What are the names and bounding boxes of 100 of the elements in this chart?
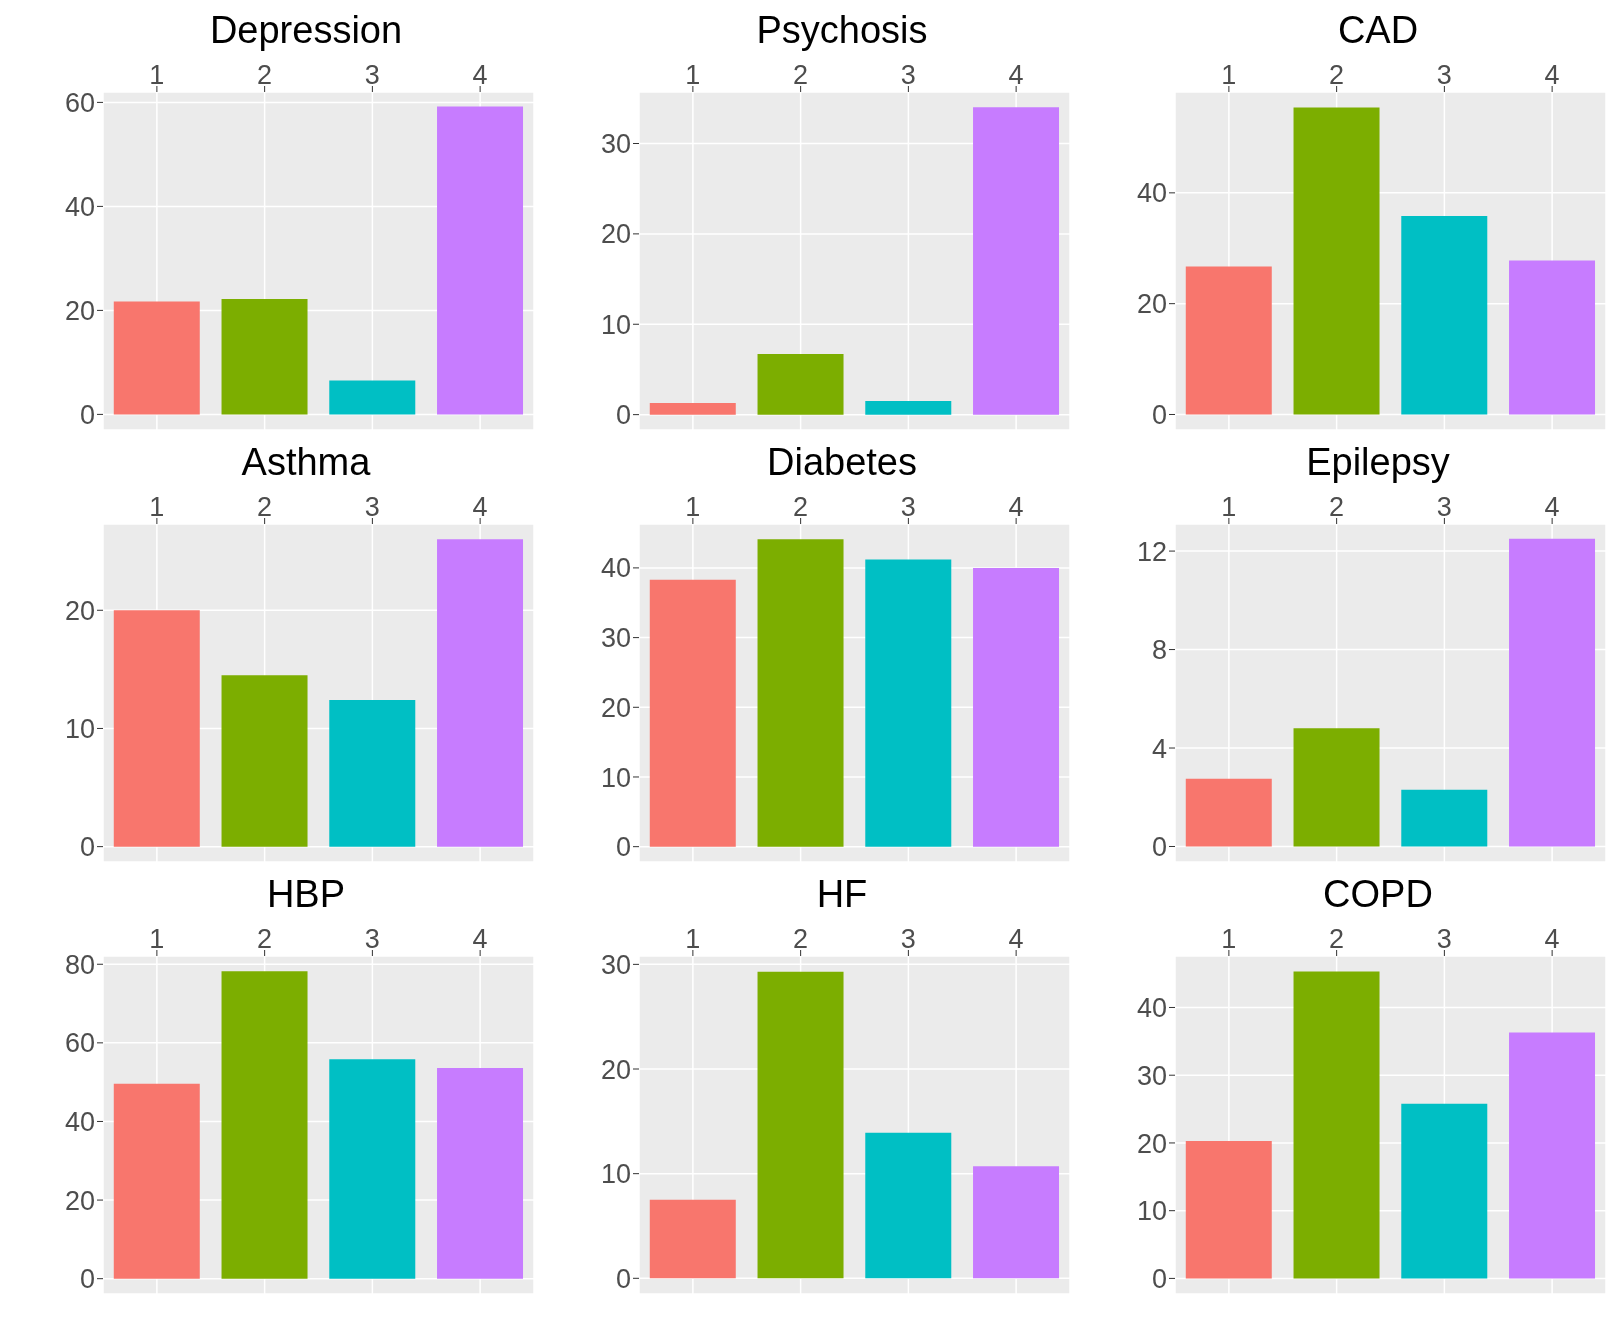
chart-title: COPD bbox=[1322, 872, 1434, 916]
x-tick-label: 4 bbox=[1544, 924, 1560, 954]
x-tick-label: 3 bbox=[900, 492, 916, 522]
y-tick-label: 0 bbox=[79, 1264, 95, 1295]
bar bbox=[757, 971, 844, 1279]
y-tick-label: 10 bbox=[64, 714, 95, 745]
bar bbox=[1293, 107, 1380, 415]
y-tick-label: 0 bbox=[615, 832, 631, 863]
y-tick-label: 80 bbox=[64, 949, 95, 980]
bar bbox=[113, 610, 200, 847]
bar bbox=[1293, 971, 1380, 1279]
bar bbox=[865, 559, 952, 847]
y-tick-label: 40 bbox=[64, 1107, 95, 1138]
bar bbox=[113, 301, 200, 415]
y-tick-label: 20 bbox=[1136, 1128, 1167, 1159]
x-tick-label: 4 bbox=[1544, 492, 1560, 522]
bar bbox=[1185, 778, 1272, 847]
y-tick-label: 10 bbox=[600, 309, 631, 340]
bar bbox=[757, 354, 844, 415]
x-tick-label: 2 bbox=[1329, 492, 1345, 522]
y-tick-label: 10 bbox=[600, 1159, 631, 1190]
x-tick-label: 2 bbox=[257, 924, 273, 954]
bar bbox=[1293, 728, 1380, 847]
y-tick-label: 0 bbox=[615, 1263, 631, 1294]
bar bbox=[221, 675, 308, 847]
bar bbox=[437, 539, 524, 847]
y-tick-label: 20 bbox=[600, 1054, 631, 1085]
x-tick-label: 2 bbox=[257, 492, 273, 522]
y-tick-label: 20 bbox=[64, 295, 95, 326]
bar bbox=[865, 1132, 952, 1279]
bar bbox=[1509, 260, 1596, 415]
y-tick-label: 12 bbox=[1136, 536, 1167, 567]
bar bbox=[973, 107, 1060, 415]
chart-title: HBP bbox=[265, 872, 347, 916]
x-tick-label: 3 bbox=[900, 924, 916, 954]
y-tick-label: 60 bbox=[64, 87, 95, 118]
y-tick-label: 10 bbox=[600, 762, 631, 793]
y-tick-label: 8 bbox=[1151, 635, 1167, 666]
y-tick-label: 20 bbox=[64, 1185, 95, 1216]
y-tick-label: 0 bbox=[1151, 832, 1167, 863]
chart-title: Psychosis bbox=[755, 8, 929, 52]
x-tick-label: 2 bbox=[793, 60, 809, 90]
x-tick-label: 1 bbox=[149, 492, 165, 522]
y-tick-label: 0 bbox=[79, 832, 95, 863]
y-tick-label: 30 bbox=[600, 623, 631, 654]
bar bbox=[329, 1059, 416, 1279]
y-tick-label: 0 bbox=[79, 399, 95, 430]
x-tick-label: 1 bbox=[1221, 60, 1237, 90]
y-tick-label: 30 bbox=[600, 949, 631, 980]
bar bbox=[221, 298, 308, 415]
x-tick-label: 2 bbox=[793, 924, 809, 954]
y-tick-label: 60 bbox=[64, 1028, 95, 1059]
y-tick-label: 4 bbox=[1151, 733, 1167, 764]
y-tick-label: 0 bbox=[615, 400, 631, 431]
y-tick-label: 20 bbox=[600, 692, 631, 723]
bar bbox=[1185, 266, 1272, 415]
bar bbox=[1401, 789, 1488, 847]
y-tick-label: 40 bbox=[1136, 993, 1167, 1024]
bar bbox=[437, 1068, 524, 1279]
bar bbox=[1509, 538, 1596, 847]
x-tick-label: 2 bbox=[793, 492, 809, 522]
bar bbox=[221, 971, 308, 1279]
x-tick-label: 4 bbox=[1008, 492, 1024, 522]
x-tick-label: 4 bbox=[472, 492, 488, 522]
x-tick-label: 4 bbox=[472, 60, 488, 90]
bar bbox=[757, 539, 844, 847]
x-tick-label: 3 bbox=[1436, 60, 1452, 90]
x-tick-label: 3 bbox=[900, 60, 916, 90]
x-tick-label: 4 bbox=[1008, 924, 1024, 954]
bar bbox=[973, 567, 1060, 847]
y-tick-label: 30 bbox=[1136, 1060, 1167, 1091]
bar bbox=[1185, 1140, 1272, 1279]
chart-title: Epilepsy bbox=[1305, 440, 1451, 484]
x-tick-label: 3 bbox=[364, 60, 380, 90]
chart-title: CAD bbox=[1336, 8, 1420, 52]
x-tick-label: 1 bbox=[685, 492, 701, 522]
bar bbox=[437, 106, 524, 415]
x-tick-label: 4 bbox=[1544, 60, 1560, 90]
x-tick-label: 4 bbox=[1008, 60, 1024, 90]
bar bbox=[865, 401, 952, 415]
chart-title: HF bbox=[815, 872, 869, 916]
x-tick-label: 2 bbox=[1329, 924, 1345, 954]
y-tick-label: 40 bbox=[64, 191, 95, 222]
bar bbox=[649, 579, 736, 847]
x-tick-label: 2 bbox=[1329, 60, 1345, 90]
chart-title: Diabetes bbox=[766, 440, 918, 484]
y-tick-label: 40 bbox=[600, 553, 631, 584]
x-tick-label: 3 bbox=[1436, 492, 1452, 522]
bar bbox=[329, 700, 416, 847]
x-tick-label: 1 bbox=[685, 924, 701, 954]
x-tick-label: 1 bbox=[149, 924, 165, 954]
bar bbox=[649, 402, 736, 415]
y-tick-label: 30 bbox=[600, 129, 631, 160]
y-tick-label: 0 bbox=[1151, 1264, 1167, 1295]
y-tick-label: 20 bbox=[64, 595, 95, 626]
y-tick-label: 20 bbox=[600, 219, 631, 250]
chart-title: Asthma bbox=[240, 440, 372, 484]
x-tick-label: 3 bbox=[1436, 924, 1452, 954]
bar bbox=[649, 1199, 736, 1279]
bar bbox=[1401, 216, 1488, 415]
